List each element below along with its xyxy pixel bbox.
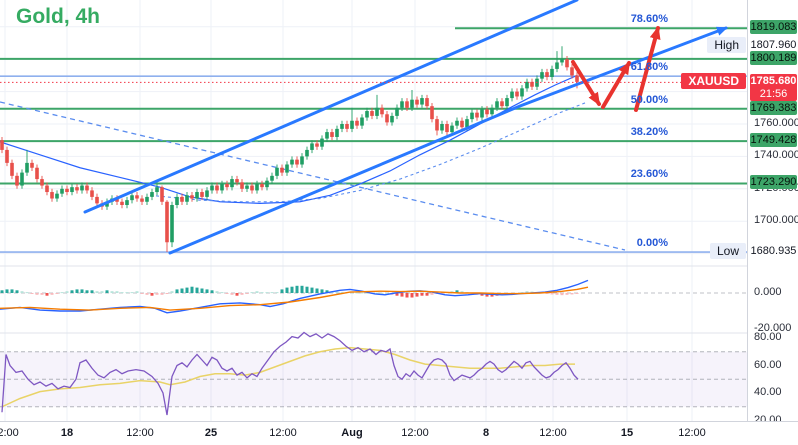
forecast-arrows xyxy=(571,26,661,112)
time-label: 12:00 xyxy=(126,427,154,439)
xauusd-chip: XAUUSD xyxy=(681,73,746,90)
price-badge-1819-083: 1819.083 xyxy=(750,20,797,35)
stoch-tick: 60.00 xyxy=(754,358,782,371)
price-badge-1680-935: 1680.935 xyxy=(750,244,797,259)
price-badge-value: 1769.383 xyxy=(750,101,797,114)
price-badge-1723-290: 1723.290 xyxy=(750,175,797,190)
price-badge-value: 1807.960 xyxy=(750,39,797,52)
time-axis[interactable]: 12:00 18 12:00 25 12:00 Aug 12:00 8 12:00 15 12:00 xyxy=(0,421,798,445)
fib-level-label: 0.00% xyxy=(636,237,668,250)
price-tick: 1700.000 xyxy=(754,214,798,227)
time-label: 12:00 xyxy=(678,427,706,439)
time-label: 12:00 xyxy=(0,427,19,439)
price-badge-1769-383: 1769.383 xyxy=(750,100,797,115)
fib-level-label: 38.20% xyxy=(630,126,668,139)
price-badge-1785-680: 1785.680 21:56 xyxy=(750,74,797,102)
time-label: Aug xyxy=(341,427,363,439)
trend-channel xyxy=(83,0,728,255)
price-badge-1749-428: 1749.428 xyxy=(750,133,797,148)
price-badge-value: 1800.189 xyxy=(750,51,797,64)
candlestick-series xyxy=(0,46,579,252)
time-label: 15 xyxy=(620,427,634,439)
macd-tick: 0.000 xyxy=(754,286,782,298)
fib-level-label: 61.80% xyxy=(630,61,668,74)
high-chip: High xyxy=(707,37,746,54)
symbol-title: Gold, 4h xyxy=(16,5,100,28)
macd-tick: -20.000 xyxy=(754,322,792,334)
price-badge-value: 1680.935 xyxy=(750,245,797,258)
stoch-tick: 80.00 xyxy=(754,331,782,343)
time-label: 8 xyxy=(482,427,490,439)
price-badge-value: 1723.290 xyxy=(750,176,797,189)
low-chip: Low xyxy=(709,243,746,260)
time-label: 25 xyxy=(204,427,218,439)
time-label: 12:00 xyxy=(539,427,567,439)
price-badge-time: 21:56 xyxy=(759,88,788,101)
price-badge-value: 1819.083 xyxy=(750,21,797,34)
fib-level-label: 78.60% xyxy=(630,13,668,26)
fib-level-label: 23.60% xyxy=(630,168,668,181)
macd-pane xyxy=(0,279,747,314)
stochastic-pane xyxy=(0,331,747,416)
price-badge-1800-189: 1800.189 xyxy=(750,50,797,65)
time-label: 18 xyxy=(60,427,74,439)
price-axis[interactable]: 1760.0001740.0001720.0001700.0000.000-20… xyxy=(747,0,798,445)
time-label: 12:00 xyxy=(401,427,429,439)
price-tick: 1760.000 xyxy=(754,117,798,129)
price-badge-value: 1749.428 xyxy=(750,134,797,147)
price-badge-1807-960: 1807.960 xyxy=(750,38,797,53)
time-label: 12:00 xyxy=(269,427,297,439)
price-tick: 1740.000 xyxy=(754,149,798,162)
fib-level-label: 50.00% xyxy=(630,93,668,106)
price-badge-value: 1785.680 xyxy=(750,75,797,88)
stoch-tick: 40.00 xyxy=(754,386,782,398)
ma-lines xyxy=(0,74,626,251)
